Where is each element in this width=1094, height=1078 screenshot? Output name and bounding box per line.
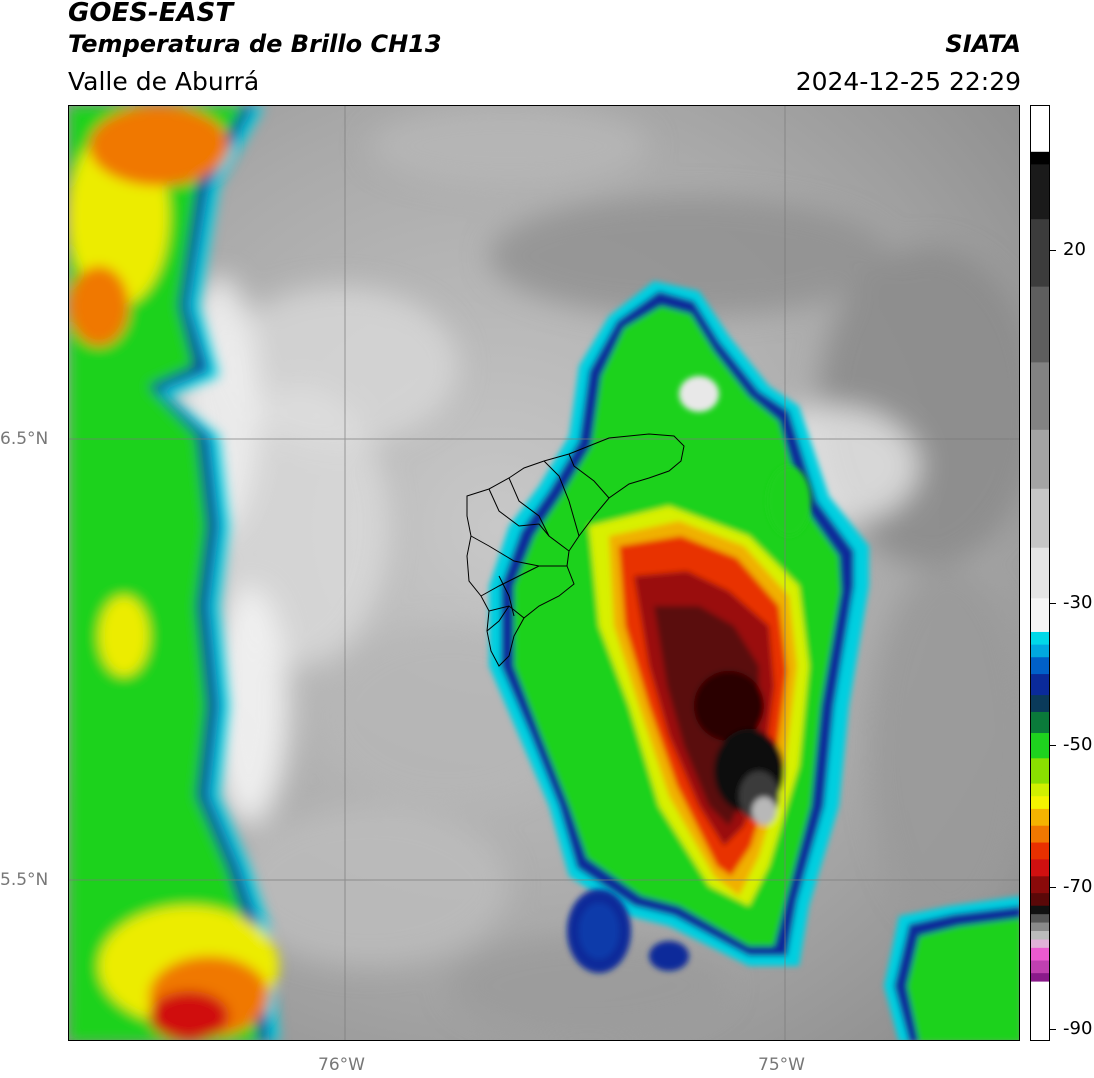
main-convective-cell	[489, 281, 869, 966]
colorbar-band	[1031, 362, 1049, 431]
colorbar-band	[1031, 808, 1049, 827]
gray-cloud-texture	[179, 106, 1019, 1036]
colorbar-band	[1031, 947, 1049, 961]
graticule	[69, 106, 1019, 1040]
product-title: Temperatura de Brillo CH13	[68, 30, 442, 58]
colorbar-band	[1031, 219, 1049, 288]
colorbar-band	[1031, 758, 1049, 785]
colorbar-tick	[1050, 887, 1056, 888]
colorbar-band	[1031, 488, 1049, 549]
colorbar-tick	[1050, 603, 1056, 604]
colorbar-band	[1031, 905, 1049, 915]
colorbar-tick	[1050, 1029, 1056, 1030]
colorbar-band	[1031, 981, 1049, 995]
longitude-label-76: 76°W	[318, 1055, 365, 1075]
organization-label: SIATA	[945, 30, 1021, 58]
longitude-label-75: 75°W	[758, 1055, 805, 1075]
colorbar-tick	[1050, 745, 1056, 746]
colorbar-band	[1031, 922, 1049, 932]
colorbar-band	[1031, 711, 1049, 734]
colorbar-band	[1031, 914, 1049, 924]
colorbar-band	[1031, 931, 1049, 940]
satellite-map[interactable]	[68, 105, 1020, 1041]
brightness-temperature-image	[69, 106, 1019, 1040]
colorbar-band	[1031, 429, 1049, 490]
colorbar-band	[1031, 164, 1049, 220]
colorbar-band	[1031, 657, 1049, 675]
colorbar-tick-label: -90	[1063, 1018, 1093, 1039]
colorbar-tick-label: -30	[1063, 592, 1093, 613]
colorbar-band	[1031, 859, 1049, 877]
colorbar	[1030, 105, 1050, 1041]
colorbar-band	[1031, 644, 1049, 658]
colorbar-tick-label: -70	[1063, 876, 1093, 897]
colorbar-band	[1031, 598, 1049, 633]
colorbar-band	[1031, 547, 1049, 599]
colorbar-band	[1031, 286, 1049, 363]
colorbar-band	[1031, 876, 1049, 894]
colorbar-band	[1031, 733, 1049, 759]
colorbar-band	[1031, 842, 1049, 860]
colorbar-band	[1031, 939, 1049, 949]
colorbar-tick-label: 20	[1063, 239, 1086, 260]
timestamp-label: 2024-12-25 22:29	[795, 67, 1021, 96]
colorbar-band	[1031, 893, 1049, 907]
latitude-label-5-5: 5.5°N	[0, 870, 49, 890]
colorbar-band	[1031, 783, 1049, 797]
region-subtitle: Valle de Aburrá	[68, 67, 260, 96]
colorbar-tick	[1050, 250, 1056, 251]
colorbar-band	[1031, 151, 1049, 165]
right-bottom-cloud	[884, 896, 1019, 1040]
colorbar-tick-label: -50	[1063, 734, 1093, 755]
colorbar-band	[1031, 973, 1049, 983]
left-convective-band	[69, 106, 279, 1040]
valle-de-aburra-boundaries	[466, 433, 685, 667]
scattered-cells	[567, 466, 811, 973]
latitude-label-6-5: 6.5°N	[0, 429, 49, 449]
colorbar-band	[1031, 674, 1049, 696]
colorbar-band	[1031, 631, 1049, 645]
satellite-title: GOES-EAST	[68, 0, 234, 28]
colorbar-band	[1031, 960, 1049, 974]
colorbar-band	[1031, 825, 1049, 843]
colorbar-band	[1031, 695, 1049, 713]
colorbar-band	[1031, 796, 1049, 810]
